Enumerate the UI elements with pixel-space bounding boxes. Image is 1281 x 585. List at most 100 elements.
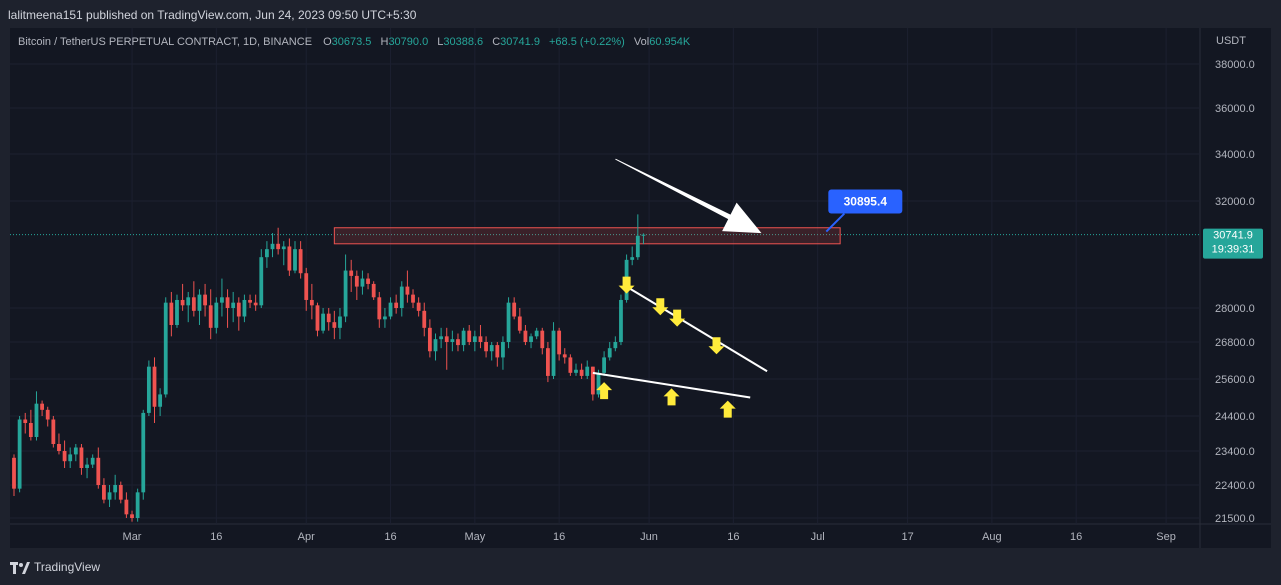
candle: [79, 444, 84, 475]
candle-body: [293, 249, 297, 271]
candle: [146, 360, 151, 416]
candle-body: [635, 235, 640, 258]
candle-body: [523, 330, 528, 342]
x-tick-label: Jun: [640, 531, 658, 543]
x-tick-label: 16: [210, 531, 222, 543]
x-tick-label: 16: [727, 531, 739, 543]
candle-body: [102, 485, 106, 500]
candle: [113, 474, 118, 500]
candle-body: [208, 305, 213, 328]
candle-body: [203, 294, 207, 306]
candle: [85, 457, 89, 479]
candle: [321, 308, 325, 334]
pointer-arrow-annotation[interactable]: [615, 158, 762, 234]
candle: [175, 294, 179, 328]
candle-body: [175, 299, 179, 325]
candle-body: [169, 302, 174, 325]
candle-body: [62, 451, 67, 462]
last-price-badge-bg: [1203, 228, 1263, 259]
candle-body: [467, 330, 472, 342]
candle: [383, 308, 387, 328]
price-callout[interactable]: 30895.4: [825, 189, 903, 233]
candle: [377, 291, 382, 328]
candle: [635, 214, 640, 260]
candle-body: [506, 302, 511, 342]
y-axis-ticks: 38000.0 36000.0 34000.0 32000.0 28000.0 26800…: [1215, 59, 1255, 525]
candle-body: [377, 297, 382, 320]
candle-body: [405, 286, 410, 295]
candle: [326, 308, 331, 331]
candle: [579, 363, 584, 379]
candle-body: [236, 302, 241, 317]
candle-body: [17, 419, 22, 489]
candle-body: [51, 419, 56, 444]
x-tick-label: Sep: [1156, 531, 1176, 543]
y-tick-label: 34000.0: [1215, 149, 1255, 161]
candle: [12, 454, 16, 496]
candle-body: [529, 336, 533, 342]
trendline: [592, 371, 751, 399]
candle: [574, 363, 578, 376]
volume-label: Vol: [633, 36, 650, 48]
candle-body: [416, 302, 421, 311]
candle: [416, 297, 421, 317]
candle-body: [349, 270, 354, 276]
candle: [422, 302, 427, 337]
candle-body: [574, 369, 578, 373]
candle: [501, 336, 505, 370]
candle-body: [96, 457, 101, 485]
symbol-legend[interactable]: Bitcoin / TetherUS PERPETUAL CONTRACT, 1…: [18, 36, 690, 48]
open-value: 30673.5: [331, 36, 372, 48]
candle-body: [253, 302, 258, 306]
candle-body: [242, 299, 247, 317]
symbol-name: Bitcoin / TetherUS PERPETUAL CONTRACT, 1…: [18, 36, 313, 48]
volume-value: 60.954K: [649, 36, 691, 48]
candle: [152, 357, 157, 423]
candle: [28, 409, 33, 441]
candle-body: [321, 313, 325, 331]
candles: [12, 214, 646, 522]
candle-body: [265, 249, 269, 258]
low-value: 30388.6: [443, 36, 484, 48]
tradingview-brand[interactable]: TradingView: [10, 560, 100, 574]
candle-body: [579, 369, 584, 376]
candle: [472, 330, 477, 352]
candle-body: [130, 514, 134, 518]
candle: [180, 283, 185, 311]
candle-body: [315, 305, 320, 331]
candle-body: [124, 499, 129, 515]
chart-frame[interactable]: [10, 28, 1271, 548]
candle: [456, 333, 460, 352]
candle: [366, 273, 370, 290]
brand-label: TradingView: [34, 560, 101, 574]
candle-body: [191, 297, 196, 311]
candle-body: [180, 299, 185, 306]
candle: [248, 294, 252, 308]
trendlines[interactable]: [592, 285, 768, 399]
x-tick-label: Jul: [811, 531, 825, 543]
candle-body: [551, 330, 556, 376]
candle-body: [411, 294, 415, 303]
candle-body: [607, 348, 612, 358]
candle: [236, 297, 241, 331]
high-value: 30790.0: [388, 36, 429, 48]
footer: TradingView: [0, 548, 1281, 585]
candle: [506, 297, 511, 349]
candle: [51, 416, 56, 448]
candle-body: [338, 316, 342, 328]
candle: [338, 308, 342, 340]
resistance-zone[interactable]: [333, 227, 841, 245]
candle: [34, 391, 39, 441]
candle-body: [259, 257, 264, 306]
x-axis-ticks: Mar 16 Apr 16 May 16 Jun 16 Jul 17 Aug 16 Sep: [123, 531, 1176, 543]
candle: [293, 241, 297, 274]
x-tick-label: 17: [901, 531, 913, 543]
change-value: +68.5 (+0.22%): [549, 36, 625, 48]
candle: [158, 388, 163, 416]
candle: [186, 291, 191, 323]
x-tick-label: 16: [384, 531, 396, 543]
y-tick-label: 38000.0: [1215, 59, 1255, 71]
candle: [225, 289, 230, 328]
x-tick-label: Apr: [298, 531, 315, 543]
